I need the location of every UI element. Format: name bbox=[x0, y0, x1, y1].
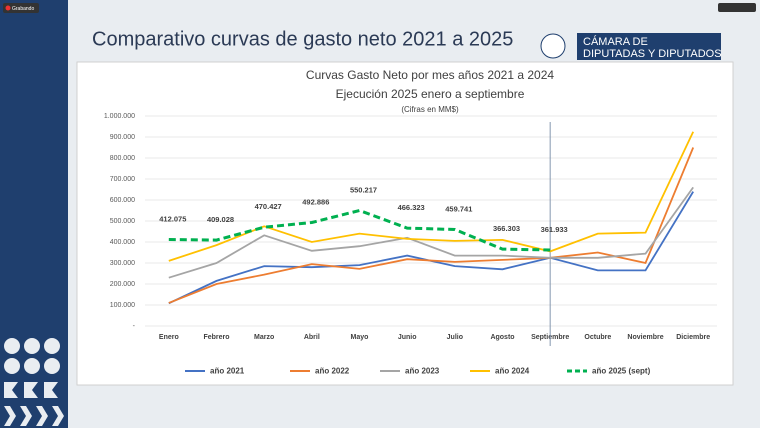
x-tick-label: Febrero bbox=[203, 334, 229, 341]
recording-dot bbox=[5, 5, 11, 11]
legend-label: año 2022 bbox=[315, 367, 350, 376]
x-tick-label: Julio bbox=[447, 334, 463, 341]
y-tick-label: - bbox=[133, 323, 136, 330]
data-label: 409.028 bbox=[207, 215, 234, 224]
logo-emblem bbox=[540, 33, 566, 59]
sidebar bbox=[0, 0, 68, 428]
y-tick-label: 400.000 bbox=[110, 239, 135, 246]
data-label: 466.323 bbox=[398, 203, 425, 212]
legend-label: año 2024 bbox=[495, 367, 530, 376]
y-tick-label: 300.000 bbox=[110, 260, 135, 267]
data-label: 361.933 bbox=[541, 225, 568, 234]
x-tick-label: Noviembre bbox=[627, 334, 663, 341]
x-tick-label: Junio bbox=[398, 334, 417, 341]
data-label: 470.427 bbox=[255, 202, 282, 211]
recording-badge bbox=[3, 3, 39, 13]
y-tick-label: 600.000 bbox=[110, 197, 135, 204]
y-tick-label: 900.000 bbox=[110, 134, 135, 141]
slide-title: Comparativo curvas de gasto neto 2021 a … bbox=[92, 28, 513, 50]
y-tick-label: 700.000 bbox=[110, 176, 135, 183]
x-tick-label: Agosto bbox=[490, 334, 514, 341]
chart-subtitle: (Cifras en MM$) bbox=[401, 105, 459, 114]
x-tick-label: Diciembre bbox=[676, 334, 710, 341]
plot: - 100.000 200.000 300.000 400.000 500.000 600.… bbox=[104, 113, 717, 376]
data-label: 366.303 bbox=[493, 224, 520, 233]
status-badge bbox=[718, 3, 756, 12]
logo-box bbox=[577, 33, 721, 60]
legend-label: año 2025 (sept) bbox=[592, 367, 651, 376]
logo-line: CÁMARA DE bbox=[583, 35, 648, 48]
chart-title: Ejecución 2025 enero a septiembre bbox=[336, 87, 525, 101]
logo-line: DIPUTADAS Y DIPUTADOS bbox=[583, 48, 722, 60]
data-label: 492.886 bbox=[302, 197, 329, 206]
legend-label: año 2021 bbox=[210, 367, 245, 376]
data-label: 459.741 bbox=[445, 204, 472, 213]
chart-title: Curvas Gasto Neto por mes años 2021 a 20… bbox=[306, 68, 554, 82]
series-line bbox=[168, 186, 694, 279]
y-tick-label: 1.000.000 bbox=[104, 113, 135, 120]
legend-label: año 2023 bbox=[405, 367, 440, 376]
x-tick-label: Marzo bbox=[254, 334, 274, 341]
data-label: 550.217 bbox=[350, 185, 377, 194]
sidebar-decoration bbox=[4, 338, 64, 426]
x-tick-label: Mayo bbox=[351, 334, 369, 341]
x-tick-label: Abril bbox=[304, 334, 320, 341]
y-tick-label: 800.000 bbox=[110, 155, 135, 162]
y-tick-label: 500.000 bbox=[110, 218, 135, 225]
x-tick-label: Octubre bbox=[584, 334, 611, 341]
recording-label: Grabando bbox=[12, 6, 34, 12]
series-line bbox=[168, 147, 695, 304]
data-label: 412.075 bbox=[159, 214, 186, 223]
x-tick-label: Enero bbox=[159, 334, 179, 341]
y-tick-label: 200.000 bbox=[110, 281, 135, 288]
y-tick-label: 100.000 bbox=[110, 302, 135, 309]
